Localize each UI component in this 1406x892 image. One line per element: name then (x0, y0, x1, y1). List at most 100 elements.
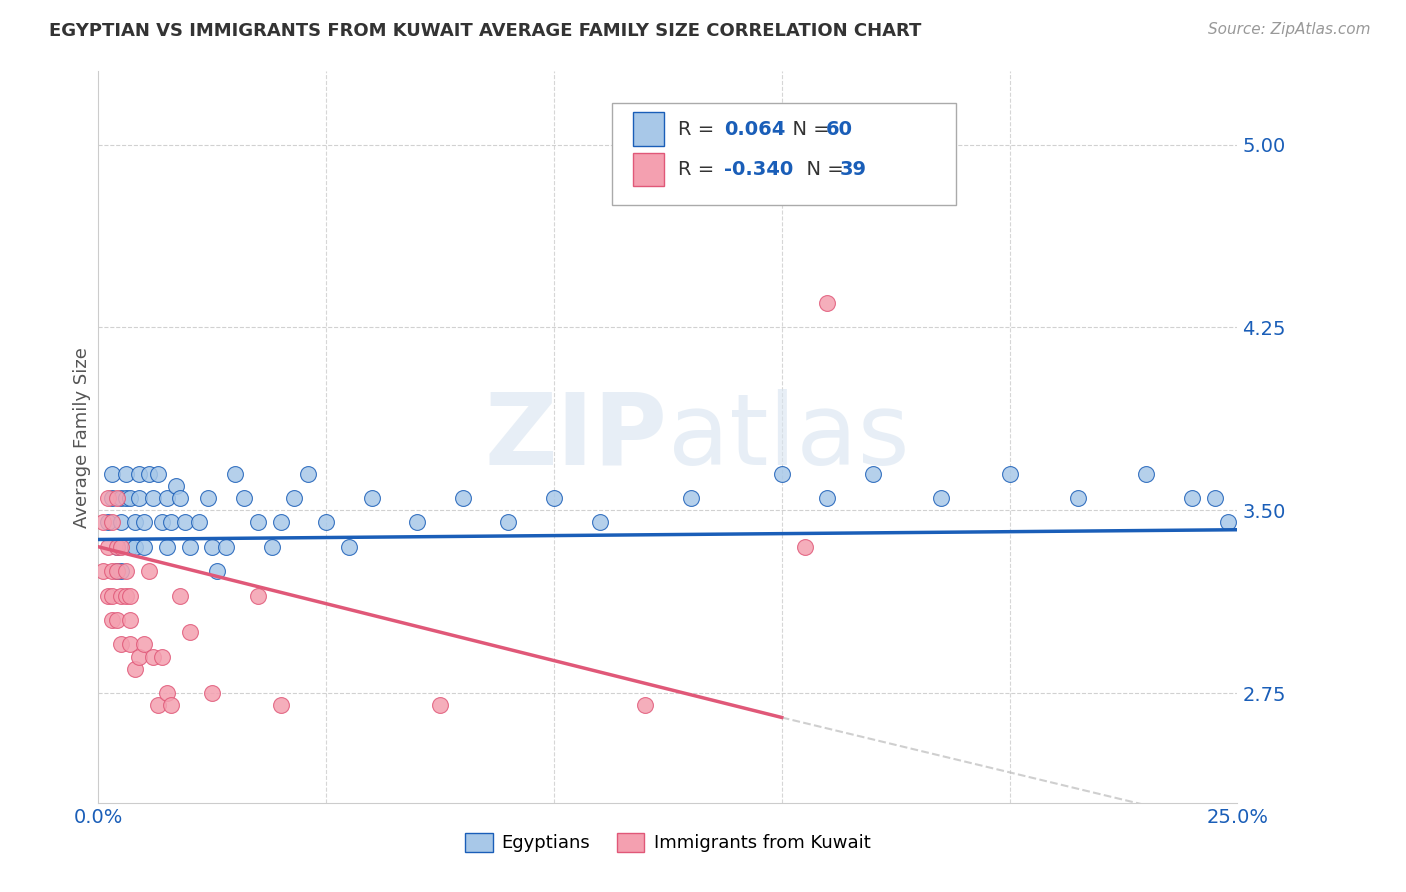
Point (793, 540, 815, 554)
Point (105, 540, 128, 554)
Point (1204, 491, 1226, 505)
Point (862, 467, 884, 481)
Text: atlas: atlas (668, 389, 910, 485)
Point (120, 637, 142, 651)
Point (165, 479, 187, 493)
Point (101, 589, 124, 603)
Point (224, 467, 246, 481)
Point (110, 637, 132, 651)
Point (215, 540, 238, 554)
Point (160, 516, 183, 530)
Point (114, 564, 136, 578)
Point (634, 698, 657, 713)
Text: R =: R = (678, 160, 720, 179)
Point (105, 491, 128, 505)
Point (156, 686, 179, 700)
Point (260, 540, 283, 554)
Point (110, 540, 132, 554)
Point (315, 516, 337, 530)
Point (1067, 491, 1090, 505)
Point (451, 491, 474, 505)
Point (124, 662, 146, 676)
Point (132, 516, 155, 530)
Point (169, 491, 191, 505)
Point (120, 589, 142, 603)
Point (679, 491, 702, 505)
Point (1135, 467, 1157, 481)
Point (270, 698, 292, 713)
Point (246, 589, 269, 603)
Point (101, 467, 124, 481)
Point (174, 516, 197, 530)
Point (105, 564, 128, 578)
Point (429, 698, 451, 713)
Point (588, 516, 610, 530)
Text: 39: 39 (839, 160, 866, 179)
Point (201, 540, 224, 554)
Point (124, 516, 146, 530)
Point (142, 491, 165, 505)
Point (124, 540, 146, 554)
Point (142, 649, 165, 664)
Point (120, 491, 142, 505)
Point (128, 467, 150, 481)
Point (110, 589, 132, 603)
Point (169, 589, 191, 603)
Point (91, 516, 114, 530)
Point (337, 540, 360, 554)
Point (498, 516, 520, 530)
Point (120, 540, 142, 554)
Point (114, 467, 136, 481)
Point (101, 613, 124, 627)
Point (150, 649, 173, 664)
Point (96, 516, 118, 530)
Point (156, 491, 179, 505)
Point (156, 540, 179, 554)
Point (246, 516, 269, 530)
Point (101, 491, 124, 505)
Point (96, 540, 118, 554)
Point (360, 491, 382, 505)
Point (120, 613, 142, 627)
Point (132, 637, 155, 651)
Y-axis label: Average Family Size: Average Family Size (73, 347, 91, 527)
Point (114, 589, 136, 603)
Point (179, 625, 201, 640)
Point (201, 686, 224, 700)
Point (138, 467, 160, 481)
Point (270, 516, 292, 530)
Point (101, 564, 124, 578)
Point (406, 516, 429, 530)
Point (91, 564, 114, 578)
Text: N =: N = (794, 160, 851, 179)
Text: ZIP: ZIP (485, 389, 668, 485)
Legend: Egyptians, Immigrants from Kuwait: Egyptians, Immigrants from Kuwait (458, 826, 877, 860)
Text: Source: ZipAtlas.com: Source: ZipAtlas.com (1208, 22, 1371, 37)
Point (110, 564, 132, 578)
Point (187, 516, 209, 530)
Point (283, 491, 305, 505)
Point (101, 516, 124, 530)
Point (105, 613, 128, 627)
Point (105, 540, 128, 554)
Point (815, 296, 838, 310)
Point (110, 516, 132, 530)
Point (815, 491, 838, 505)
Point (233, 491, 256, 505)
Point (132, 540, 155, 554)
Text: R =: R = (678, 120, 720, 139)
Point (128, 491, 150, 505)
Point (205, 564, 228, 578)
Point (128, 649, 150, 664)
Point (998, 467, 1021, 481)
Point (1181, 491, 1204, 505)
Point (197, 491, 219, 505)
Point (770, 467, 793, 481)
Point (105, 564, 128, 578)
Point (297, 467, 319, 481)
Point (110, 491, 132, 505)
Point (146, 698, 169, 713)
Point (138, 564, 160, 578)
Text: 60: 60 (825, 120, 852, 139)
Point (179, 540, 201, 554)
